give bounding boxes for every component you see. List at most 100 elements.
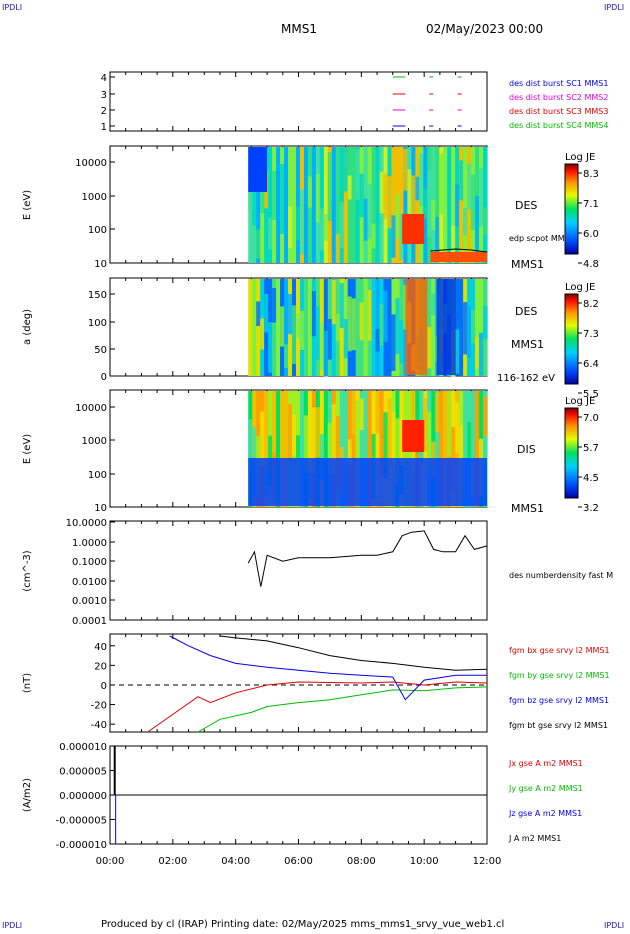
spectrogram-patch <box>471 174 476 230</box>
x-tick-label: 04:00 <box>221 856 250 867</box>
spectrogram-patch <box>427 326 432 369</box>
y-axis-label: (cm^-3) <box>22 550 33 591</box>
spectrogram-column <box>319 147 325 263</box>
spectrogram-patch <box>439 154 444 215</box>
spectrogram-patch <box>447 161 452 206</box>
colorbar-tick-label: 7.1 <box>583 199 599 210</box>
spectrogram-patch <box>419 153 424 206</box>
x-tick-label: 06:00 <box>284 856 313 867</box>
spectrogram-patch <box>463 302 468 355</box>
colorbar-tick-label: 5.7 <box>583 443 599 454</box>
spectrogram-patch <box>303 415 309 473</box>
spectrogram-patch <box>343 147 349 192</box>
density-series-line <box>247 530 488 587</box>
current-y-tick-label: -0.000010 <box>56 840 107 851</box>
spectrogram-patch <box>359 398 365 430</box>
spectrogram-patch <box>307 321 313 346</box>
spectrogram-column <box>459 147 464 263</box>
spectrogram-patch <box>375 329 381 352</box>
spectrogram-patch <box>311 222 317 257</box>
spectrogram-patch <box>299 310 305 350</box>
spectrogram-patch <box>355 149 361 200</box>
spectrogram-patch <box>479 168 484 227</box>
y-axis-label: a (deg) <box>22 309 33 345</box>
pitch-y-tick-label: 50 <box>94 345 107 356</box>
spectrogram-column <box>483 391 488 507</box>
corner-label-top-left: IPDLI <box>2 3 23 12</box>
colorbar-tick-label: 8.3 <box>583 169 599 180</box>
y-axis-label: E (eV) <box>22 434 33 464</box>
spectrogram-patch <box>335 415 341 484</box>
density-legend-entry: des numberdensity fast M <box>509 571 613 580</box>
bfield-y-tick-label: -20 <box>91 701 107 712</box>
burst-legend-entry: des dist burst SC2 MMS2 <box>509 93 608 102</box>
spectrogram-patch <box>467 421 472 462</box>
colorbar-title: Log JE <box>565 152 595 163</box>
bfield-series-line <box>219 635 488 671</box>
bfield-y-tick-label: -40 <box>91 720 107 731</box>
spectrogram-column <box>311 147 317 263</box>
density-y-tick-label: 0.0100 <box>72 577 107 588</box>
spectrogram-patch <box>319 208 325 251</box>
dis-energy-y-tick-label: 1000 <box>82 436 107 447</box>
colorbar-des-energy <box>564 163 579 255</box>
spectrogram-patch <box>379 304 385 346</box>
spectrogram-patch <box>387 398 393 467</box>
spectrogram-patch <box>367 289 373 341</box>
bfield-series-line <box>147 681 488 733</box>
spectrogram-column <box>335 147 341 263</box>
spectrogram-column <box>431 279 436 376</box>
colorbar-tick-label: 6.4 <box>583 359 599 370</box>
des-energy-low-patch <box>248 147 268 192</box>
spectrogram-patch <box>447 391 452 457</box>
spectrogram-column <box>272 391 277 507</box>
des-energy-hot-patch <box>402 214 425 244</box>
spectrogram-patch <box>295 206 301 241</box>
x-tick-label: 12:00 <box>473 856 502 867</box>
dis-energy-y-tick-label: 10000 <box>75 403 107 414</box>
spectrogram-patch <box>315 306 321 360</box>
spectrogram-patch <box>303 285 309 341</box>
x-tick-label: 02:00 <box>158 856 187 867</box>
spectrogram-column <box>264 391 269 507</box>
spectrogram-patch <box>427 170 432 237</box>
energy-range-label: 116-162 eV <box>497 373 555 384</box>
spectrogram-patch <box>423 397 428 451</box>
pitch-y-tick-label: 150 <box>88 290 107 301</box>
colorbar-title: Log JE <box>565 396 595 407</box>
spectrogram-patch <box>264 293 269 333</box>
spectrogram-patch <box>280 163 285 235</box>
pitch-low-patch <box>436 279 456 375</box>
spectrogram-patch <box>395 298 401 355</box>
spectrogram-column <box>276 147 281 263</box>
spectrogram-column <box>355 147 361 263</box>
y-axis-label: E (eV) <box>22 190 33 220</box>
current-y-tick-label: 0.000005 <box>59 767 107 778</box>
panel-label-mms1: MMS1 <box>511 502 544 515</box>
colorbar-dis-energy <box>564 407 579 499</box>
spectrogram-column <box>451 147 456 263</box>
spectrogram-patch <box>363 413 369 462</box>
spectrogram-column <box>435 391 440 507</box>
spectrogram-patch <box>311 290 317 337</box>
spectrogram-column <box>391 147 397 263</box>
panel-label-mms1: MMS1 <box>511 258 544 271</box>
spectrogram-column <box>435 147 440 263</box>
spectrogram-patch <box>323 330 329 377</box>
spectrogram-patch <box>443 418 448 479</box>
colorbar-tick-label: 5.5 <box>583 389 599 400</box>
panel-label-des: DES <box>515 305 537 318</box>
spectrogram-column <box>307 391 313 507</box>
spectrogram-patch <box>395 418 401 484</box>
spectrogram-column <box>379 391 385 507</box>
spectrogram-patch <box>459 160 464 201</box>
spectrogram-patch <box>268 322 273 373</box>
spectrogram-patch <box>367 183 373 239</box>
spectrogram-patch <box>272 170 277 221</box>
spectrogram-column <box>272 279 277 376</box>
spectrogram-column <box>276 279 281 376</box>
spectrogram-column <box>303 147 309 263</box>
spectrogram-column <box>455 279 460 376</box>
spectrogram-patch <box>315 407 321 458</box>
spectrogram-patch <box>399 213 405 260</box>
